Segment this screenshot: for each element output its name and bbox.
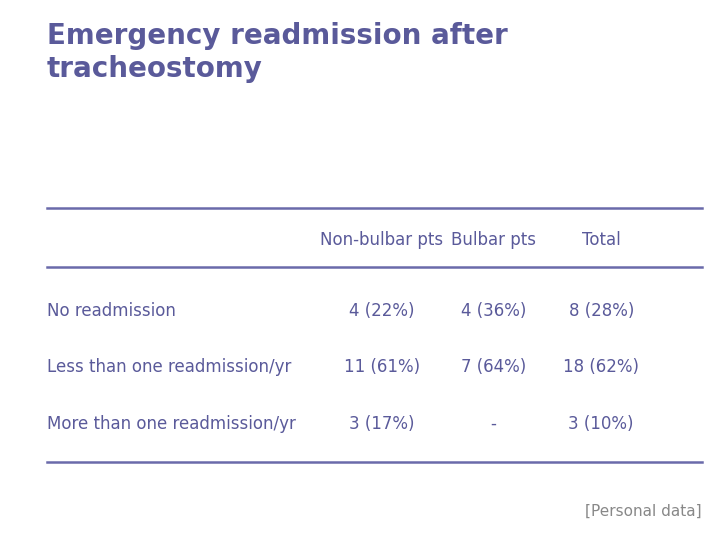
Text: 8 (28%): 8 (28%) (569, 301, 634, 320)
Text: More than one readmission/yr: More than one readmission/yr (47, 415, 296, 433)
Text: 18 (62%): 18 (62%) (563, 358, 639, 376)
Text: 4 (36%): 4 (36%) (461, 301, 526, 320)
Text: Less than one readmission/yr: Less than one readmission/yr (47, 358, 291, 376)
Text: 7 (64%): 7 (64%) (461, 358, 526, 376)
Text: Non-bulbar pts: Non-bulbar pts (320, 231, 444, 249)
Text: 3 (17%): 3 (17%) (349, 415, 414, 433)
Text: 3 (10%): 3 (10%) (569, 415, 634, 433)
Text: [Personal data]: [Personal data] (585, 503, 702, 518)
Text: Total: Total (582, 231, 621, 249)
Text: 4 (22%): 4 (22%) (349, 301, 414, 320)
Text: 11 (61%): 11 (61%) (343, 358, 420, 376)
Text: Bulbar pts: Bulbar pts (451, 231, 536, 249)
Text: No readmission: No readmission (47, 301, 176, 320)
Text: Emergency readmission after
tracheostomy: Emergency readmission after tracheostomy (47, 22, 508, 83)
Text: -: - (490, 415, 496, 433)
